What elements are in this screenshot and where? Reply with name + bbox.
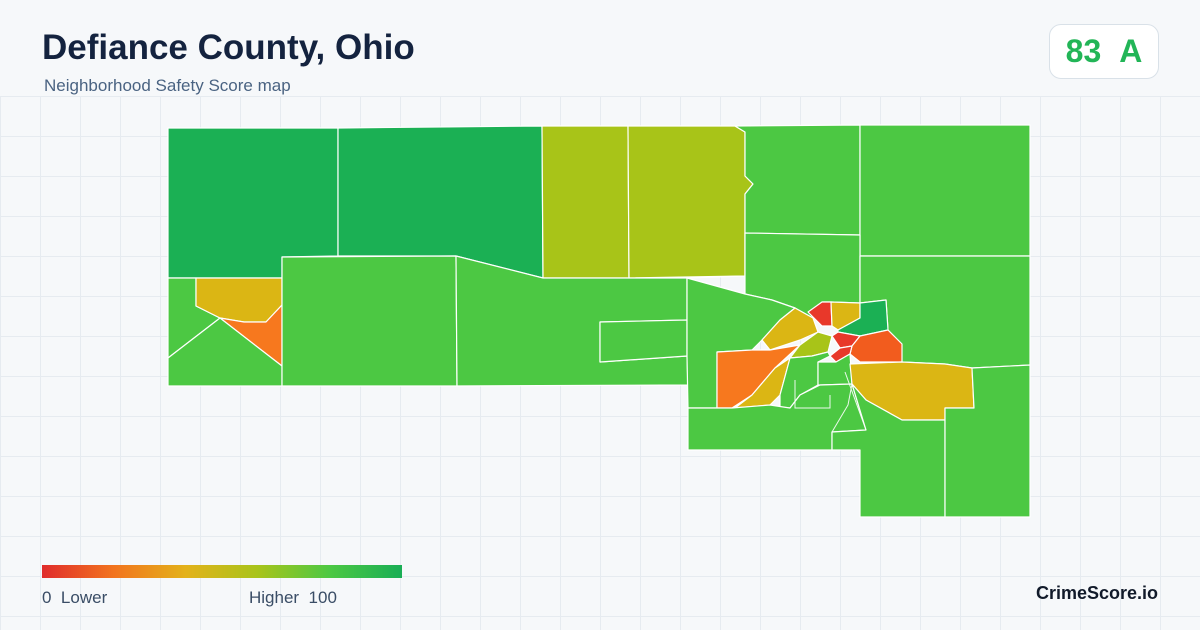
score-grade: A xyxy=(1119,33,1143,69)
page-title: Defiance County, Ohio xyxy=(42,28,415,67)
header-band xyxy=(0,0,1200,96)
legend-high: Higher 100 xyxy=(249,588,337,608)
legend-high-value: 100 xyxy=(308,588,337,607)
legend-low-label: Lower xyxy=(60,588,108,607)
legend-gradient-bar xyxy=(42,565,402,578)
map-region-nw-east[interactable] xyxy=(337,125,544,279)
map-region-ne-a[interactable] xyxy=(734,124,861,236)
map-region-north-b[interactable] xyxy=(627,125,754,279)
map-region-north-a[interactable] xyxy=(541,125,630,279)
map-region-south-mid[interactable] xyxy=(831,383,946,518)
legend-low-value: 0 xyxy=(42,588,52,607)
legend-high-label: Higher xyxy=(249,588,300,607)
score-badge: 83 A xyxy=(1049,24,1159,79)
map-region-city-orangered[interactable] xyxy=(849,329,903,363)
map-region-ne-b[interactable] xyxy=(859,124,1031,257)
map-region-south-east[interactable] xyxy=(944,364,1031,518)
legend-low: 0 Lower xyxy=(42,588,107,608)
map-road-lines xyxy=(794,371,867,433)
map-region-central-west[interactable] xyxy=(281,255,458,387)
map-region-central-notch[interactable] xyxy=(599,319,688,363)
brand-label[interactable]: CrimeScore.io xyxy=(1036,583,1159,603)
map-region-nw-west[interactable] xyxy=(167,127,339,279)
map-region-city-yellow-west[interactable] xyxy=(761,307,819,351)
score-value: 83 xyxy=(1065,33,1102,69)
page-subtitle: Neighborhood Safety Score map xyxy=(44,76,291,95)
